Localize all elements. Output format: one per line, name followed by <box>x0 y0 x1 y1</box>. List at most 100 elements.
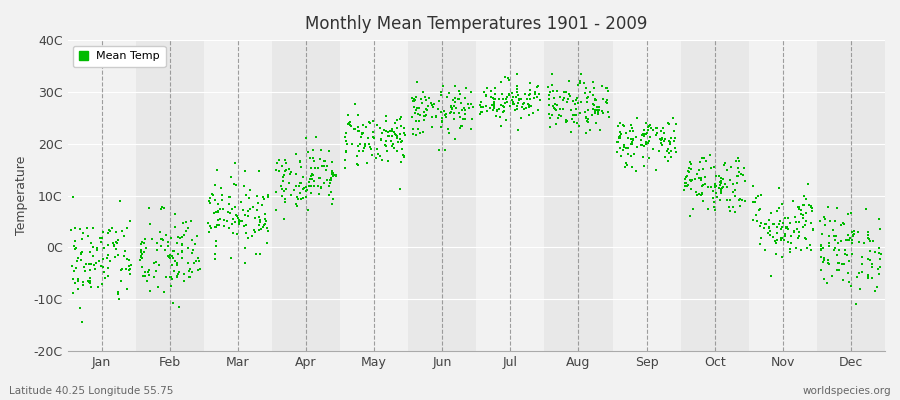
Point <box>553 94 567 100</box>
Point <box>454 123 469 130</box>
Point <box>851 269 866 276</box>
Point <box>688 176 703 182</box>
Point <box>307 158 321 164</box>
Point <box>561 96 575 102</box>
Point <box>613 129 627 135</box>
Point <box>733 203 747 210</box>
Point <box>720 184 734 190</box>
Point <box>111 289 125 296</box>
Point <box>826 226 841 233</box>
Point <box>324 175 338 181</box>
Point <box>610 139 625 145</box>
Point <box>600 88 615 95</box>
Point <box>122 267 137 274</box>
Point <box>506 99 520 105</box>
Point <box>293 196 308 202</box>
Point <box>212 221 226 228</box>
Point <box>506 101 520 107</box>
Point <box>202 200 217 206</box>
Point <box>715 180 729 186</box>
Point <box>830 205 844 211</box>
Point <box>649 167 663 174</box>
Point <box>580 99 594 105</box>
Point <box>792 233 806 239</box>
Point <box>582 127 597 134</box>
Point <box>661 158 675 164</box>
Point <box>512 97 526 104</box>
Point <box>500 98 515 105</box>
Point <box>354 134 368 140</box>
Point <box>304 176 319 182</box>
Point <box>845 228 859 235</box>
Point <box>114 266 129 272</box>
Point <box>74 257 88 264</box>
Point <box>253 250 267 257</box>
Point <box>148 268 163 274</box>
Bar <box>340 40 408 351</box>
Point <box>248 226 262 233</box>
Point <box>75 319 89 326</box>
Point <box>183 266 197 272</box>
Point <box>111 237 125 243</box>
Point <box>165 253 179 259</box>
Point <box>217 216 231 223</box>
Point <box>847 231 861 237</box>
Point <box>831 260 845 267</box>
Point <box>169 260 184 266</box>
Point <box>193 266 207 272</box>
Point <box>446 97 461 103</box>
Point <box>406 131 420 138</box>
Point <box>410 126 425 132</box>
Point <box>217 222 231 229</box>
Point <box>549 121 563 128</box>
Point <box>238 222 253 228</box>
Point <box>872 250 886 256</box>
Point <box>569 112 583 118</box>
Point <box>686 206 700 212</box>
Point <box>185 246 200 253</box>
Point <box>276 216 291 222</box>
Point <box>435 118 449 124</box>
Point <box>772 185 787 191</box>
Point <box>818 216 832 222</box>
Point <box>434 108 448 115</box>
Point <box>396 152 410 158</box>
Point <box>191 255 205 262</box>
Point <box>121 286 135 292</box>
Point <box>110 240 124 246</box>
Point <box>696 182 710 188</box>
Point <box>574 70 589 77</box>
Point <box>831 240 845 247</box>
Point <box>480 108 494 115</box>
Point <box>569 97 583 103</box>
Point <box>508 107 522 113</box>
Point <box>369 155 383 162</box>
Point <box>556 89 571 96</box>
Point <box>849 301 863 307</box>
Bar <box>680 40 749 351</box>
Point <box>581 106 596 113</box>
Point <box>166 247 180 254</box>
Point <box>729 158 743 164</box>
Point <box>310 183 325 189</box>
Point <box>231 215 246 222</box>
Point <box>617 141 632 148</box>
Point <box>315 163 329 170</box>
Point <box>544 124 558 130</box>
Point <box>166 300 180 306</box>
Point <box>138 269 152 276</box>
Point <box>505 96 519 103</box>
Point <box>123 266 138 272</box>
Point <box>380 148 394 154</box>
Point <box>101 230 115 237</box>
Point <box>780 239 795 246</box>
Point <box>474 99 489 106</box>
Point <box>545 71 560 78</box>
Point <box>134 241 148 247</box>
Point <box>390 148 404 154</box>
Point <box>637 127 652 134</box>
Point <box>514 96 528 103</box>
Point <box>84 284 98 290</box>
Point <box>365 118 380 124</box>
Point <box>552 115 566 121</box>
